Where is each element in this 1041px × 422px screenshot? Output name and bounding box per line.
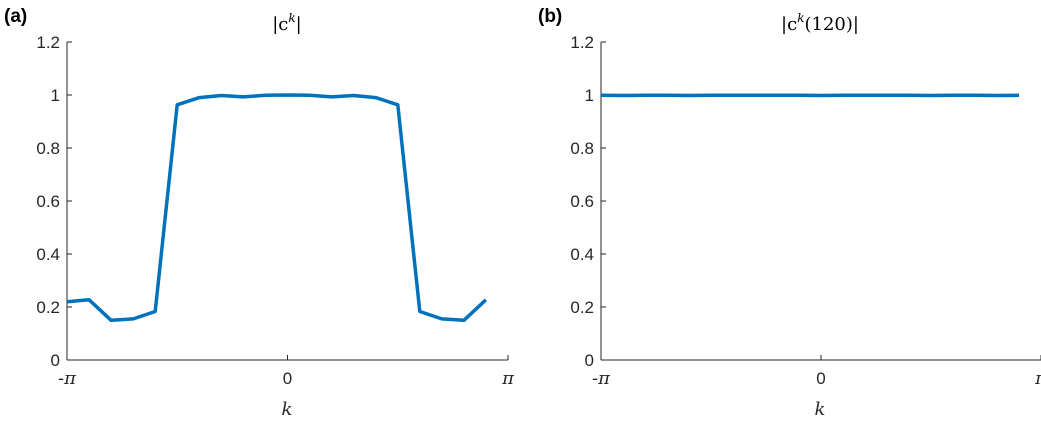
panel-a-x-tick-label: π	[501, 368, 515, 389]
panel-b-x-tick-label: π	[1034, 368, 1041, 389]
panel-b-y-tick-label: 0	[585, 351, 594, 370]
panel-a: (a) |ck| k 00.20.40.60.811.2-π 0 π	[4, 6, 515, 420]
panel-a-y-tick-label: 1	[51, 86, 60, 105]
panel-b-y-tick-label: 0.8	[570, 139, 594, 158]
panel-a-y-tick-label: 0.2	[36, 298, 60, 317]
panel-a-title: |ck|	[272, 11, 302, 35]
panel-a-x-tick-label: 0	[283, 369, 292, 388]
panel-a-y-tick-label: 0.8	[36, 139, 60, 158]
panel-b-y-tick-label: 0.4	[570, 245, 594, 264]
panel-b-y-tick-label: 1	[585, 86, 594, 105]
panel-b-x-axis-label: k	[815, 399, 826, 420]
panel-b-title: |ck(120)|	[781, 11, 859, 35]
panel-a-y-tick-label: 0.6	[36, 192, 60, 211]
panel-b-label: (b)	[538, 6, 562, 27]
panel-b-x-tick-label: 0	[816, 369, 825, 388]
panel-a-y-tick-label: 0.4	[36, 245, 60, 264]
panel-b-x-tick-label: -π	[592, 368, 611, 389]
panel-b-y-tick-label: 0.6	[570, 192, 594, 211]
panel-a-y-tick-label: 1.2	[36, 33, 60, 52]
panel-a-x-tick-label: -π	[58, 368, 77, 389]
panel-a-x-axis-label: k	[282, 399, 293, 420]
panel-b: (b) |ck(120)| k 00.20.40.60.811.2-π0π	[538, 6, 1041, 420]
panel-a-label: (a)	[4, 6, 27, 27]
panel-b-y-tick-label: 1.2	[570, 33, 594, 52]
panel-a-series-line	[66, 93, 488, 323]
panel-a-y-tick-label: 0	[51, 351, 60, 370]
panel-b-y-tick-label: 0.2	[570, 298, 594, 317]
